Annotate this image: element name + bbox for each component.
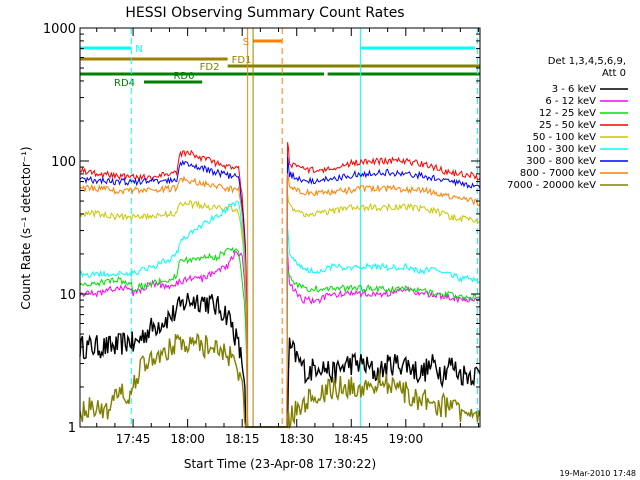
x-tick-label: 18:00 bbox=[170, 432, 205, 446]
annotation-label: RD0 bbox=[173, 71, 194, 82]
legend-label: 300 - 800 keV bbox=[526, 156, 596, 167]
y-tick-label: 1000 bbox=[43, 22, 76, 37]
plot-area bbox=[79, 28, 481, 430]
series-line bbox=[79, 200, 481, 428]
legend-label: 25 - 50 keV bbox=[539, 120, 596, 131]
x-axis-label: Start Time (23-Apr-08 17:30:22) bbox=[184, 457, 376, 471]
legend-header: Att 0 bbox=[602, 68, 626, 79]
x-tick-label: 18:45 bbox=[334, 432, 369, 446]
y-tick-label: 100 bbox=[51, 155, 76, 170]
y-tick-label: 1 bbox=[68, 421, 76, 436]
legend-label: 800 - 7000 keV bbox=[520, 168, 596, 179]
annotation-label: S bbox=[243, 37, 249, 48]
plot-frame bbox=[79, 27, 481, 428]
footer-timestamp: 19-Mar-2010 17:48 bbox=[560, 469, 637, 478]
series-line bbox=[79, 194, 481, 428]
series-line bbox=[79, 142, 481, 428]
annotation-label: RD4 bbox=[114, 78, 135, 89]
series-line bbox=[79, 173, 481, 428]
legend-header: Det 1,3,4,5,6,9, bbox=[548, 56, 626, 67]
legend-label: 50 - 100 keV bbox=[533, 132, 597, 143]
legend-label: 100 - 300 keV bbox=[526, 144, 596, 155]
legend-label: 6 - 12 keV bbox=[545, 96, 596, 107]
annotation-label: N bbox=[135, 44, 142, 55]
x-tick-label: 18:15 bbox=[225, 432, 260, 446]
annotation-label: FD1 bbox=[232, 55, 252, 66]
legend-label: 12 - 25 keV bbox=[539, 108, 596, 119]
annotation-label: FD2 bbox=[200, 62, 220, 73]
series-line bbox=[79, 332, 481, 430]
y-tick-label: 10 bbox=[59, 288, 76, 303]
legend-label: 3 - 6 keV bbox=[552, 84, 596, 95]
x-tick-label: 17:45 bbox=[116, 432, 151, 446]
y-axis-label: Count Rate (s⁻¹ detector⁻¹) bbox=[19, 146, 33, 309]
axes: 17:45 18:00 18:15 18:30 18:45 19:00 1 10 100 1000 bbox=[43, 22, 480, 446]
annotations: N S FD1 FD2 RD0 RD4 bbox=[80, 37, 480, 89]
x-tick-label: 18:30 bbox=[279, 432, 314, 446]
chart-title: HESSI Observing Summary Count Rates bbox=[125, 5, 404, 21]
x-tick-label: 19:00 bbox=[389, 432, 424, 446]
legend-label: 7000 - 20000 keV bbox=[507, 180, 596, 191]
